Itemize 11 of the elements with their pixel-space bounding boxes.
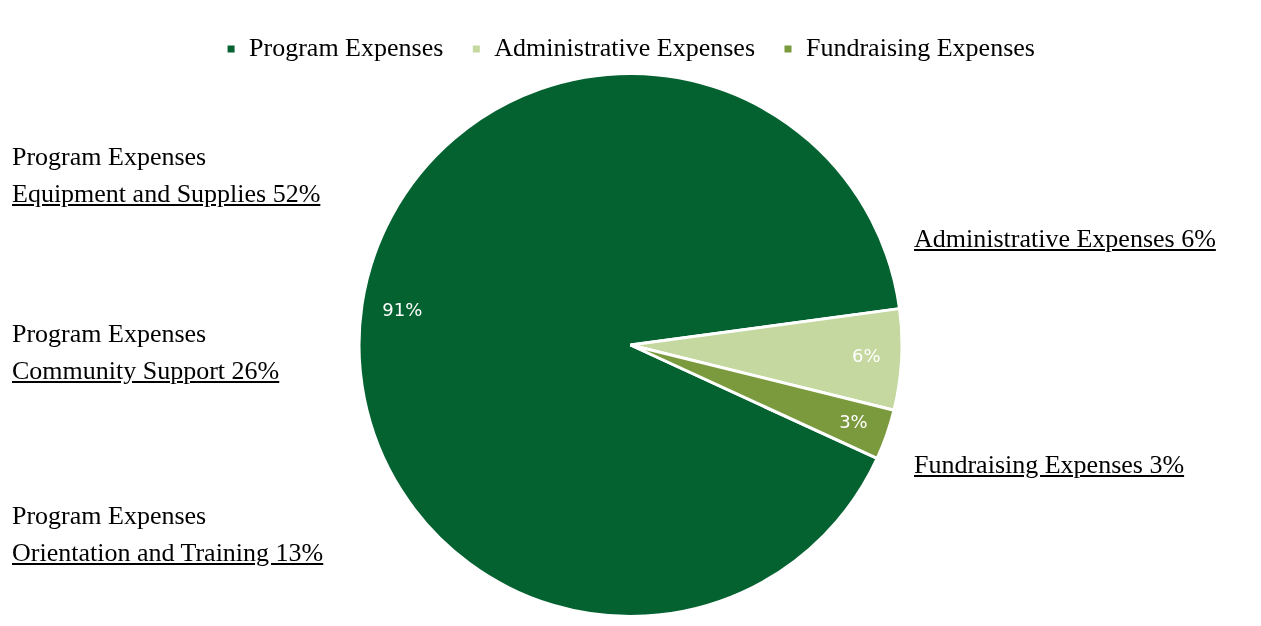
text: Administrative Expenses 6% bbox=[914, 223, 1216, 255]
text: Program Expenses Orientation and Training 13% bbox=[12, 500, 324, 569]
data-label: 6% bbox=[852, 345, 881, 367]
text: Program Expenses Equipment and Supplies 52% bbox=[12, 141, 321, 210]
legend-label: Program Expenses bbox=[249, 32, 444, 62]
text: Program Expenses Community Support 26% bbox=[12, 318, 280, 387]
legend-label: Administrative Expenses bbox=[494, 32, 756, 62]
data-label: 91% bbox=[382, 298, 423, 320]
data-label: 3% bbox=[839, 410, 868, 432]
text: Fundraising Expenses 3% bbox=[914, 449, 1185, 481]
legend-label: Fundraising Expenses bbox=[805, 32, 1035, 62]
